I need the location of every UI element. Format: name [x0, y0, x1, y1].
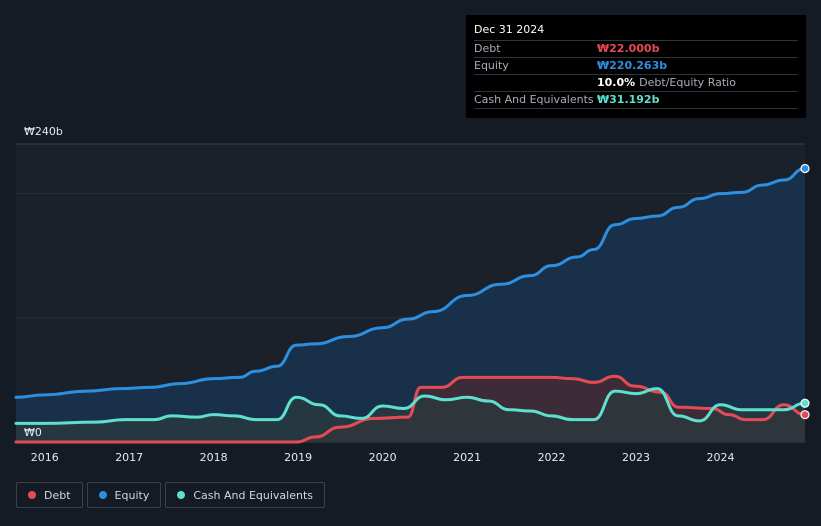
y-axis-labels: ₩240b ₩0	[24, 125, 63, 439]
tooltip-label: Equity	[474, 59, 509, 72]
legend-item-debt[interactable]: Debt	[16, 482, 83, 508]
x-tick-label: 2024	[707, 451, 735, 464]
tooltip-row-debt: Debt ₩22.000b	[474, 40, 798, 57]
x-tick-label: 2017	[115, 451, 143, 464]
legend-label: Equity	[114, 488, 150, 502]
tooltip-panel: Dec 31 2024 Debt ₩22.000b Equity ₩220.26…	[466, 15, 806, 118]
tooltip-suffix: Debt/Equity Ratio	[639, 76, 736, 89]
tooltip-date: Dec 31 2024	[474, 23, 545, 36]
x-tick-label: 2018	[200, 451, 228, 464]
tooltip-row-ratio: 10.0% Debt/Equity Ratio	[474, 74, 798, 91]
tooltip-label: Debt	[474, 42, 501, 55]
chart-legend: Debt Equity Cash And Equivalents	[16, 482, 325, 508]
series-lines	[14, 167, 807, 444]
series-area-equity	[16, 168, 805, 442]
x-tick-label: 2021	[453, 451, 481, 464]
legend-dot-icon	[177, 491, 186, 499]
x-axis-labels: 2016 2017 2018 2019 2020 2021 2022 2023 2024	[31, 451, 735, 464]
x-tick-label: 2019	[284, 451, 312, 464]
x-tick-label: 2022	[538, 451, 566, 464]
series-line-debt	[14, 374, 807, 444]
legend-item-equity[interactable]: Equity	[86, 482, 162, 508]
legend-item-cash[interactable]: Cash And Equivalents	[165, 482, 325, 508]
tooltip-row-equity: Equity ₩220.263b	[474, 57, 798, 74]
series-end-marker	[800, 163, 810, 174]
tooltip-value: ₩22.000b	[597, 42, 660, 55]
legend-dot-icon	[98, 491, 107, 499]
series-end-markers	[800, 163, 810, 420]
series-end-marker	[800, 398, 810, 408]
series-end-marker	[800, 410, 810, 420]
tooltip-value: ₩31.192b	[597, 93, 660, 106]
tooltip-value: ₩220.263b	[597, 59, 668, 72]
legend-dot-icon	[28, 491, 36, 499]
y-tick-label: ₩0	[24, 426, 42, 439]
x-tick-label: 2023	[622, 451, 650, 464]
tooltip-value: 10.0%	[597, 76, 636, 89]
series-line-equity	[14, 167, 807, 399]
tooltip-row-cash: Cash And Equivalents ₩31.192b	[474, 91, 798, 109]
x-tick-label: 2020	[369, 451, 397, 464]
legend-label: Cash And Equivalents	[193, 488, 313, 502]
tooltip-label	[474, 75, 597, 91]
legend-label: Debt	[44, 488, 71, 502]
y-tick-label: ₩240b	[24, 125, 63, 138]
tooltip-label: Cash And Equivalents	[474, 93, 594, 106]
x-tick-label: 2016	[31, 451, 59, 464]
series-line-cash-and-equivalents	[14, 387, 807, 425]
